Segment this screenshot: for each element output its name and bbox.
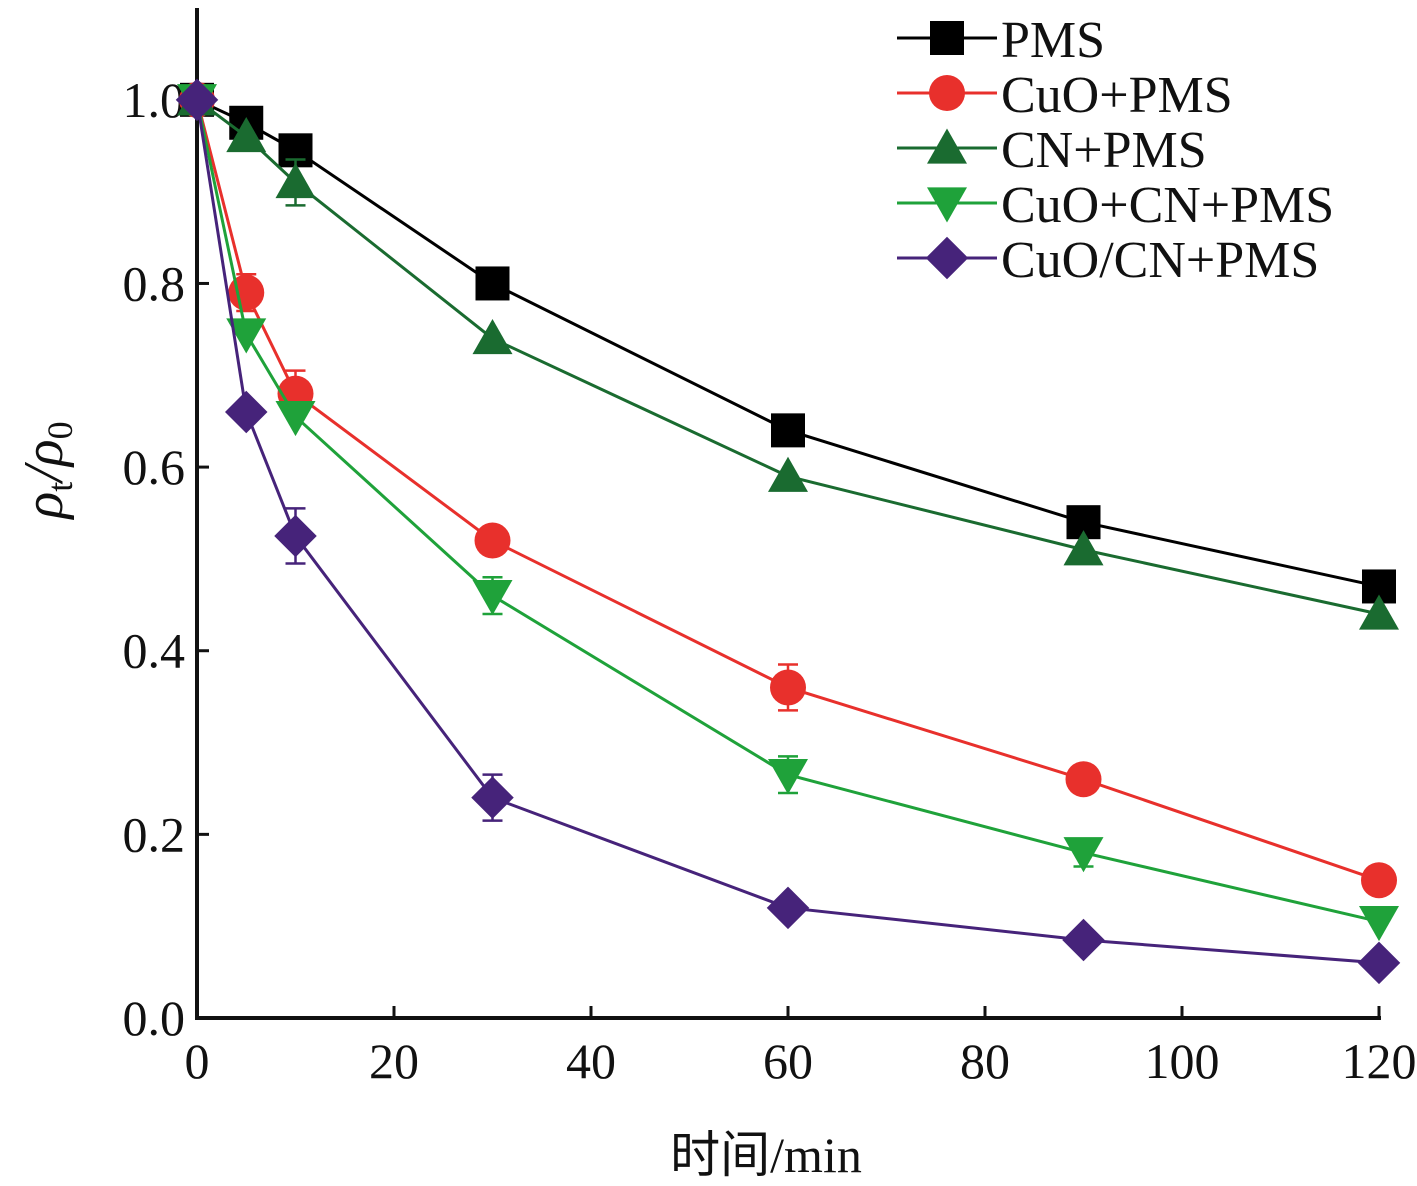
axes: 0 20 40 60 80 100 120 0.0 0.2 0.4 0.6 0.8 1.0: [123, 8, 1417, 1089]
data-point-cn-pms: [226, 116, 267, 153]
legend-item-pms: PMS: [897, 12, 1105, 69]
data-point-cuo-cn-pms: [1063, 837, 1104, 873]
legend-item-cuo-pms: CuO+PMS: [897, 67, 1233, 124]
data-point-cuo-cn-pms: [225, 390, 268, 434]
legend-label: CuO+PMS: [1001, 67, 1233, 124]
data-point-cuo-pms: [770, 669, 806, 706]
legend-item-cuo-cn-pms: CuO/CN+PMS: [897, 232, 1319, 289]
x-tick-label: 60: [763, 1033, 813, 1089]
legend-label: PMS: [1001, 12, 1105, 69]
data-point-cuo-cn-pms: [768, 759, 808, 795]
data-point-cn-pms: [275, 162, 316, 199]
y-tick-label: 0.2: [123, 806, 186, 862]
legend-marker-cuo-cn-pms: [925, 236, 969, 280]
data-point-cuo-cn-pms: [175, 78, 219, 122]
legend-item-cuo-cn-pms: CuO+CN+PMS: [897, 177, 1334, 234]
y-tick-label: 0.0: [123, 990, 186, 1046]
x-tick-label: 80: [960, 1033, 1010, 1089]
legend-marker-pms: [930, 21, 964, 55]
x-tick-label: 0: [185, 1033, 210, 1089]
data-point-pms: [771, 413, 805, 448]
data-point-cuo-pms: [1065, 761, 1102, 798]
data-point-pms: [475, 266, 510, 301]
data-point-cn-pms: [472, 318, 513, 355]
x-tick-label: 100: [1145, 1033, 1220, 1089]
x-tick-label: 120: [1342, 1033, 1417, 1089]
y-axis-title-slash: /: [13, 462, 75, 485]
data-point-cuo-cn-pms: [471, 776, 514, 819]
data-point-cuo-pms: [1361, 862, 1397, 899]
data-point-cuo-cn-pms: [1357, 941, 1401, 985]
legend-marker-cuo-cn-pms: [927, 187, 967, 223]
legend-marker-cn-pms: [927, 128, 967, 164]
y-axis-title-symbol-num: ρ: [13, 492, 75, 521]
y-tick-label: 0.8: [123, 255, 186, 311]
data-point-cuo-cn-pms: [1359, 905, 1399, 942]
x-axis-title: 时间/min: [670, 1127, 862, 1181]
legend-label: CN+PMS: [1001, 122, 1207, 179]
y-tick-label: 0.6: [123, 439, 186, 495]
data-point-cuo-cn-pms: [1062, 918, 1105, 962]
data-point-cn-pms: [1359, 594, 1399, 630]
data-point-cn-pms: [768, 456, 808, 492]
data-point-cuo-pms: [228, 274, 265, 311]
y-tick-label: 0.4: [123, 623, 186, 679]
series-cuo-cn-pms: [175, 78, 1401, 985]
legend-label: CuO/CN+PMS: [1001, 232, 1319, 289]
data-point-cuo-cn-pms: [472, 579, 513, 616]
data-point-cuo-pms: [474, 522, 511, 559]
y-axis-title-symbol-den: ρ: [13, 439, 75, 468]
data-point-cuo-cn-pms: [275, 400, 316, 437]
series-cn-pms: [177, 80, 1399, 630]
x-tick-label: 40: [566, 1033, 616, 1089]
data-point-cuo-cn-pms: [274, 514, 317, 558]
series-group: [175, 78, 1401, 985]
data-point-cn-pms: [1063, 530, 1104, 566]
series-pms: [180, 82, 1396, 604]
data-point-cuo-cn-pms: [766, 886, 810, 930]
x-tick-label: 20: [369, 1033, 419, 1089]
y-axis-title-sub-den: 0: [40, 421, 80, 439]
y-axis-title-sub-num: t: [40, 482, 80, 492]
data-point-cuo-cn-pms: [226, 318, 267, 354]
y-tick-label: 1.0: [123, 72, 186, 128]
legend-item-cn-pms: CN+PMS: [897, 122, 1207, 179]
legend-label: CuO+CN+PMS: [1001, 177, 1334, 234]
legend-marker-cuo-pms: [929, 75, 965, 111]
y-axis-title: ρt/ρ0: [13, 421, 80, 520]
